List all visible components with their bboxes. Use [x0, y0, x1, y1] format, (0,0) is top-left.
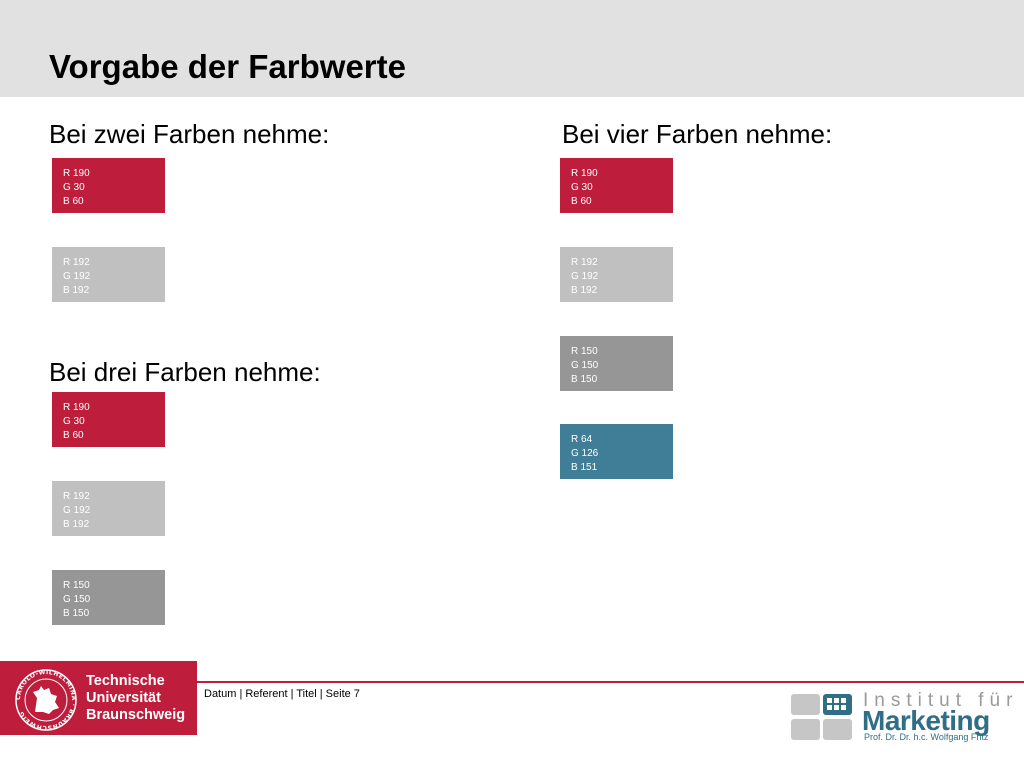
swatch-r-value: R 190: [63, 402, 90, 413]
swatch-r-value: R 64: [571, 434, 593, 445]
swatch-r-value: R 192: [63, 257, 90, 268]
swatch-two-red: R 190 G 30 B 60: [52, 158, 165, 213]
footer-divider: [197, 681, 1024, 683]
university-seal-icon: CAROLO-WILHELMINA · BRAUNSCHWEIG: [15, 669, 77, 731]
swatch-four-light-gray: R 192 G 192 B 192: [560, 247, 673, 302]
swatch-g-value: G 192: [63, 505, 91, 516]
swatch-g-value: G 192: [63, 271, 91, 282]
swatch-r-value: R 190: [571, 168, 598, 179]
swatch-r-value: R 190: [63, 168, 90, 179]
heading-two-colors: Bei zwei Farben nehme:: [49, 119, 330, 149]
university-name-line-2: Universität: [86, 690, 161, 706]
swatch-g-value: G 150: [63, 594, 91, 605]
heading-three-colors: Bei drei Farben nehme:: [49, 357, 321, 387]
institute-name-line-2: Marketing: [862, 705, 990, 736]
swatch-g-value: G 30: [63, 416, 85, 427]
swatch-four-blue: R 64 G 126 B 151: [560, 424, 673, 479]
swatch-g-value: G 126: [571, 448, 599, 459]
institute-professor: Prof. Dr. Dr. h.c. Wolfgang Fritz: [864, 732, 989, 742]
swatch-g-value: G 30: [571, 182, 593, 193]
institute-name-line-1: Institut für: [863, 690, 1019, 711]
swatch-g-value: G 30: [63, 182, 85, 193]
swatch-r-value: R 150: [571, 346, 598, 357]
swatch-b-value: B 192: [571, 285, 598, 296]
university-name: Technische Universität Braunschweig: [86, 673, 185, 724]
swatch-four-red: R 190 G 30 B 60: [560, 158, 673, 213]
page-title: Vorgabe der Farbwerte: [49, 48, 406, 85]
swatch-b-value: B 192: [63, 285, 90, 296]
institute-logo-icon: [791, 694, 852, 740]
swatch-b-value: B 192: [63, 519, 90, 530]
swatch-four-mid-gray: R 150 G 150 B 150: [560, 336, 673, 391]
swatch-two-light-gray: R 192 G 192 B 192: [52, 247, 165, 302]
swatch-b-value: B 60: [63, 196, 84, 207]
swatch-g-value: G 192: [571, 271, 599, 282]
swatch-three-light-gray: R 192 G 192 B 192: [52, 481, 165, 536]
university-name-line-1: Technische: [86, 673, 165, 689]
swatch-r-value: R 192: [63, 491, 90, 502]
swatch-r-value: R 150: [63, 580, 90, 591]
swatch-b-value: B 60: [63, 430, 84, 441]
university-name-line-3: Braunschweig: [86, 707, 186, 723]
swatch-b-value: B 60: [571, 196, 592, 207]
footer-meta-text: Datum | Referent | Titel | Seite 7: [204, 688, 360, 700]
swatch-g-value: G 150: [571, 360, 599, 371]
swatch-b-value: B 150: [571, 374, 598, 385]
swatch-three-mid-gray: R 150 G 150 B 150: [52, 570, 165, 625]
swatch-three-red: R 190 G 30 B 60: [52, 392, 165, 447]
heading-four-colors: Bei vier Farben nehme:: [562, 119, 833, 149]
swatch-b-value: B 151: [571, 462, 598, 473]
swatch-r-value: R 192: [571, 257, 598, 268]
header-band: [0, 0, 1024, 97]
swatch-b-value: B 150: [63, 608, 90, 619]
